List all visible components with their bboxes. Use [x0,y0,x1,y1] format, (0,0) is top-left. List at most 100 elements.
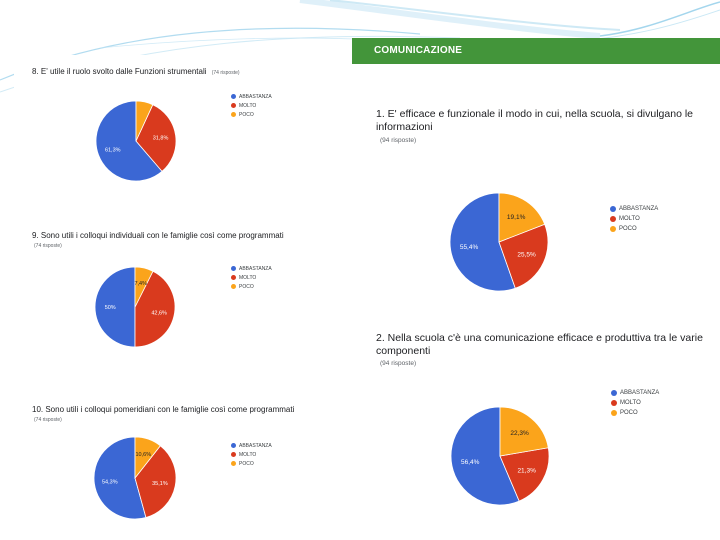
legend-item-abbastanza: ABBASTANZA [610,204,658,214]
pie-slice-poco [135,100,154,142]
legend-item-poco: POCO [610,224,658,234]
pie-chart-q8: 61,3% 31,8% [95,100,177,182]
legend-swatch [231,275,236,280]
comunicazione-panel: COMUNICAZIONE 1. E' efficace e funzional… [352,38,720,520]
legend-swatch [231,94,236,99]
legend-item-abbastanza: ABBASTANZA [231,264,272,273]
pie-slice-molto [498,223,549,289]
pie-chart-q1: 55,4% 25,5% 19,1% [449,192,549,292]
question-title: 10. Sono utili i colloqui pomeridiani co… [32,405,295,414]
chart-card-q1: 1. E' efficace e funzionale il modo in c… [352,64,720,311]
responses-count: (74 risposte) [34,417,62,423]
legend-label: ABBASTANZA [239,93,272,100]
responses-count: (74 risposte) [211,70,240,76]
slice-value-label: 7,4% [134,281,147,287]
slice-value-label: 19,1% [507,214,526,221]
chart-card-q9: 9. Sono utili i colloqui individuali con… [14,213,340,382]
slice-value-label: 54,3% [102,479,118,485]
slice-value-label: 35,1% [152,481,168,487]
question-title: 8. E' utile il ruolo svolto dalle Funzio… [32,67,240,76]
legend-swatch [610,206,616,212]
legend-item-abbastanza: ABBASTANZA [611,388,659,398]
legend-item-molto: MOLTO [231,450,272,459]
legend-swatch [611,390,617,396]
legend-swatch [231,284,236,289]
left-charts-column: 8. E' utile il ruolo svolto dalle Funzio… [14,55,340,520]
legend-label: MOLTO [620,400,641,406]
legend-item-poco: POCO [611,408,659,418]
chart-legend: ABBASTANZA MOLTO POCO [231,264,272,291]
legend-swatch [611,410,617,416]
chart-card-q8: 8. E' utile il ruolo svolto dalle Funzio… [14,55,340,214]
slice-value-label: 21,3% [517,468,536,475]
legend-swatch [610,226,616,232]
slice-value-label: 56,4% [461,459,480,466]
pie-slice-molto [134,445,177,519]
legend-swatch [231,443,236,448]
legend-label: ABBASTANZA [239,265,272,272]
legend-label: POCO [239,460,254,467]
slice-value-label: 25,5% [517,252,536,259]
chart-legend: ABBASTANZA MOLTO POCO [611,388,659,418]
pie-chart-q10: 54,3% 35,1% 10,6% [93,436,177,520]
slice-value-label: 55,4% [460,244,479,251]
pie-slice-poco [134,436,161,480]
legend-swatch [231,266,236,271]
legend-label: MOLTO [239,451,257,458]
chart-card-q10: 10. Sono utili i colloqui pomeridiani co… [14,381,340,520]
section-title: COMUNICAZIONE [374,45,463,56]
responses-count: (74 risposte) [34,243,62,249]
legend-item-molto: MOLTO [611,398,659,408]
legend-label: POCO [620,410,638,416]
question-title: 2. Nella scuola c'è una comunicazione ef… [376,332,703,357]
slice-value-label: 42,6% [151,311,167,317]
pie-slice-molto [135,104,177,172]
responses-count: (94 risposte) [380,360,417,367]
pie-slice-poco [499,406,549,457]
question-title: 9. Sono utili i colloqui individuali con… [32,231,284,240]
chart-legend: ABBASTANZA MOLTO POCO [610,204,658,234]
legend-label: MOLTO [239,274,257,281]
slice-value-label: 50% [105,305,116,311]
question-title: 1. E' efficace e funzionale il modo in c… [376,108,693,133]
legend-label: MOLTO [239,102,257,109]
slice-value-label: 31,8% [153,136,169,142]
legend-item-abbastanza: ABBASTANZA [231,92,272,101]
slice-value-label: 22,3% [510,430,529,437]
pie-chart-q9: 50% 42,6% 7,4% [94,266,176,348]
legend-swatch [231,452,236,457]
slice-value-label: 61,3% [105,148,121,154]
legend-item-abbastanza: ABBASTANZA [231,441,272,450]
legend-label: POCO [619,226,637,232]
chart-legend: ABBASTANZA MOLTO POCO [231,441,272,468]
pie-slice-abbastanza [95,100,163,182]
chart-card-q2: 2. Nella scuola c'è una comunicazione ef… [352,310,720,520]
slice-value-label: 10,6% [136,452,152,458]
legend-swatch [231,112,236,117]
legend-swatch [611,400,617,406]
pie-slice-abbastanza [450,406,520,506]
pie-slice-molto [134,270,176,348]
legend-item-poco: POCO [231,110,272,119]
pie-slice-abbastanza [94,266,136,348]
legend-label: MOLTO [619,216,640,222]
legend-item-molto: MOLTO [231,101,272,110]
pie-slice-molto [499,447,550,502]
pie-slice-abbastanza [93,436,147,520]
legend-swatch [231,103,236,108]
pie-slice-poco [498,192,546,243]
legend-item-poco: POCO [231,459,272,468]
legend-label: ABBASTANZA [620,390,660,396]
legend-swatch [231,461,236,466]
legend-label: POCO [239,283,254,290]
legend-label: ABBASTANZA [619,206,659,212]
responses-count: (94 risposte) [380,137,417,144]
legend-item-poco: POCO [231,282,272,291]
legend-swatch [610,216,616,222]
legend-label: ABBASTANZA [239,442,272,449]
legend-item-molto: MOLTO [610,214,658,224]
chart-legend: ABBASTANZA MOLTO POCO [231,92,272,119]
section-header: COMUNICAZIONE [352,38,720,64]
question-text: 8. E' utile il ruolo svolto dalle Funzio… [32,67,207,76]
legend-label: POCO [239,111,254,118]
